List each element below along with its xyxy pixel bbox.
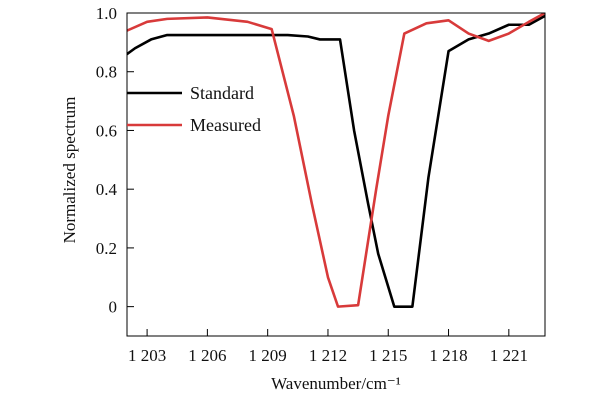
x-tick-label: 1 203 [128,346,166,365]
series-line-measured [127,13,545,308]
y-tick-label: 0.4 [96,180,118,199]
legend-label-standard: Standard [190,83,254,103]
series-line-standard [127,14,545,308]
x-tick-label: 1 206 [188,346,226,365]
legend-label-measured: Measured [190,115,261,135]
y-tick-label: 0 [109,298,118,317]
y-tick-label: 0.2 [96,239,117,258]
x-axis-label: Wavenumber/cm⁻¹ [271,374,401,393]
x-tick-label: 1 218 [429,346,467,365]
y-tick-label: 0.6 [96,121,117,140]
x-tick-label: 1 221 [490,346,528,365]
x-tick-label: 1 212 [309,346,347,365]
y-tick-label: 0.8 [96,63,117,82]
y-tick-label: 1.0 [96,4,117,23]
y-axis-label: Normalized spectrum [60,97,79,244]
x-tick-label: 1 209 [249,346,287,365]
plot-frame [126,12,546,337]
x-tick-label: 1 215 [369,346,407,365]
